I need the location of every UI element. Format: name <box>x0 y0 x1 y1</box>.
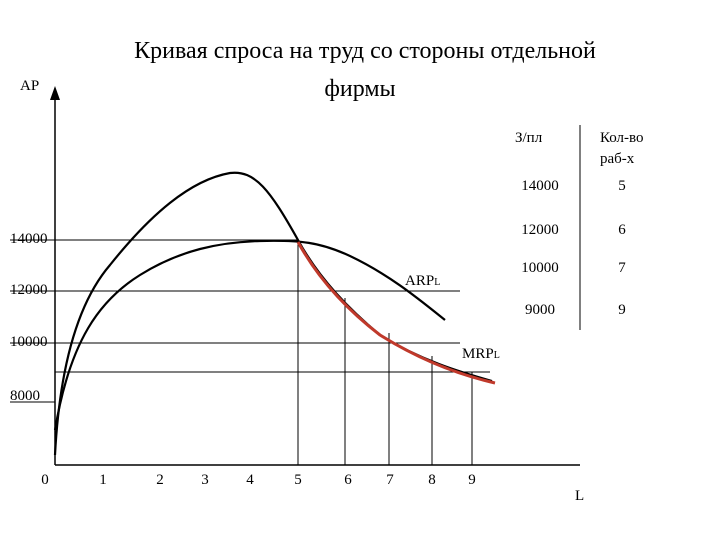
table-cell: 5 <box>618 178 626 194</box>
table-header: З/пл <box>515 130 543 146</box>
y-labels: 14000 12000 10000 8000 <box>10 231 48 404</box>
title-line: Кривая спроса на труд со стороны отдельн… <box>134 38 596 64</box>
table-cell: 9000 <box>525 302 555 318</box>
x-label: 7 <box>386 472 394 488</box>
y-label: 12000 <box>10 282 48 298</box>
x-label: 3 <box>201 472 209 488</box>
table-cell: 6 <box>618 222 626 238</box>
y-axis-label: AP <box>20 78 39 94</box>
table-cell: 7 <box>618 260 626 276</box>
curve-label: ARPL <box>405 273 440 289</box>
table-cell: 10000 <box>521 260 559 276</box>
x-axis-label: L <box>575 488 584 504</box>
table-cell: 14000 <box>521 178 559 194</box>
demand-curve <box>296 241 496 385</box>
x-label: 6 <box>344 472 352 488</box>
arp-curve <box>53 239 446 431</box>
x-label: 4 <box>246 472 254 488</box>
x-label: 5 <box>294 472 302 488</box>
y-label: 14000 <box>10 231 48 247</box>
table-rows: 14000 5 12000 6 10000 7 9000 9 <box>521 178 626 318</box>
x-label: 1 <box>99 472 107 488</box>
arrow <box>50 86 60 100</box>
table-header: раб-х <box>600 151 635 167</box>
table-header: Кол-во <box>600 130 644 146</box>
table-cell: 12000 <box>521 222 559 238</box>
title-line: фирмы <box>324 76 395 102</box>
curve-label: MRPL <box>462 346 500 362</box>
x-label: 0 <box>41 472 49 488</box>
mrp-curve <box>53 171 493 456</box>
y-label: 8000 <box>10 388 40 404</box>
x-label: 8 <box>428 472 436 488</box>
x-labels: 0 1 2 3 4 5 6 7 8 9 <box>41 472 476 488</box>
table-cell: 9 <box>618 302 626 318</box>
x-label: 2 <box>156 472 164 488</box>
x-label: 9 <box>468 472 476 488</box>
y-label: 10000 <box>10 334 48 350</box>
